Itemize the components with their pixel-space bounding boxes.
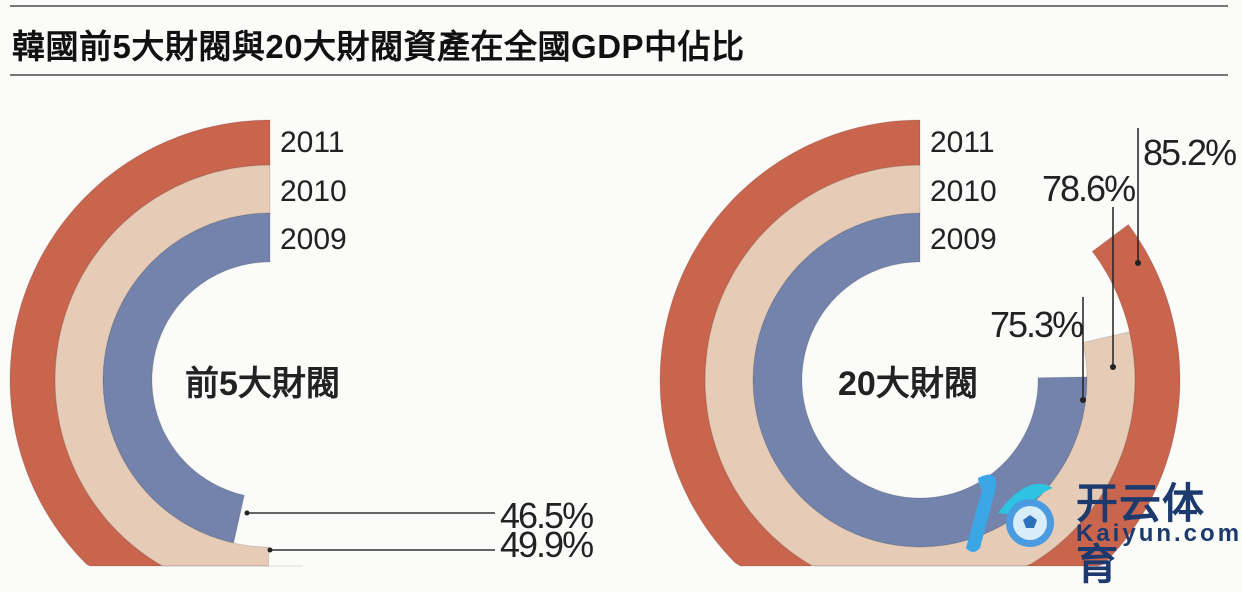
watermark-cn: 开云体育 bbox=[1076, 480, 1206, 588]
year-label-2011: 2011 bbox=[280, 126, 345, 159]
ring-bar-2009 bbox=[102, 212, 271, 544]
chart-title: 韓國前5大財閥與20大財閥資產在全國GDP中佔比 bbox=[12, 28, 745, 65]
value-label-2009: 46.5% bbox=[500, 495, 593, 536]
year-label-2010: 2010 bbox=[280, 175, 347, 208]
ring-bar-2011 bbox=[9, 119, 303, 567]
value-label-2010: 49.9% bbox=[500, 524, 593, 565]
kaiyun-logo-icon bbox=[966, 474, 1054, 552]
value-label-2010: 78.6% bbox=[1042, 168, 1135, 209]
year-label-2009: 2009 bbox=[930, 223, 997, 256]
leader-dot-2011 bbox=[1135, 260, 1141, 266]
leader-dot-2009 bbox=[244, 510, 250, 516]
leader-dot-2010 bbox=[267, 547, 273, 553]
center-label: 前5大財閥 bbox=[185, 365, 340, 403]
leader-dot-2010 bbox=[1110, 364, 1116, 370]
top-rule bbox=[10, 5, 1228, 7]
chart-top5: 2011 2010 2009 前5大財閥 46.5% 49.9% bbox=[9, 119, 595, 567]
title-rule bbox=[10, 74, 1228, 76]
value-label-2009: 75.3% bbox=[990, 304, 1083, 345]
chart-canvas: 2011 2010 2009 前5大財閥 46.5% 49.9% 2011 20… bbox=[9, 119, 1238, 567]
leader-dot-2009 bbox=[1080, 397, 1086, 403]
ring-bar-2010 bbox=[54, 164, 271, 567]
chart-top20: 2011 2010 2009 20大財閥 85.2% 78.6% 75.3% bbox=[659, 119, 1238, 567]
ring-bar-2009 bbox=[752, 212, 1088, 548]
ring-bar-2011 bbox=[659, 119, 1181, 567]
center-label: 20大財閥 bbox=[838, 365, 978, 403]
year-label-2011: 2011 bbox=[930, 126, 995, 159]
year-label-2010: 2010 bbox=[930, 175, 997, 208]
watermark-logo: 开云体育 Kaiyun.com bbox=[958, 468, 1239, 588]
watermark-en: Kaiyun.com bbox=[1076, 520, 1242, 547]
value-label-2011: 85.2% bbox=[1143, 132, 1236, 173]
year-label-2009: 2009 bbox=[280, 223, 347, 256]
